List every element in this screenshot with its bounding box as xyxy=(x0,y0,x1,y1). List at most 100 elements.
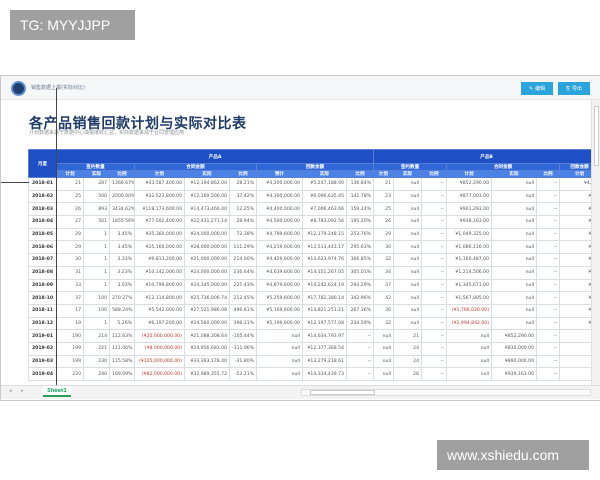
table-cell[interactable]: ¥12,114,800.00 xyxy=(134,291,185,305)
table-cell[interactable]: 5.26% xyxy=(109,316,135,331)
table-cell[interactable]: 1855.56% xyxy=(109,215,135,229)
table-cell[interactable]: ¥32,523,800.00 xyxy=(134,189,185,204)
table-cell[interactable]: -- xyxy=(345,354,375,369)
table-cell[interactable]: ¥91 xyxy=(559,303,591,318)
month-cell[interactable]: 2018-12 xyxy=(28,316,57,331)
table-cell[interactable]: 159.24% xyxy=(345,202,375,217)
table-cell[interactable]: 221 xyxy=(83,341,110,356)
table-cell[interactable]: null xyxy=(491,265,538,280)
table-cell[interactable]: null xyxy=(393,278,423,293)
table-cell[interactable]: ¥1,214,506.00 xyxy=(446,265,493,280)
table-cell[interactable]: (¥2,994,842.00) xyxy=(446,316,493,331)
table-cell[interactable]: ¥9,813,200.00 xyxy=(134,253,185,267)
table-cell[interactable]: ¥7,006,463.66 xyxy=(302,202,347,217)
table-cell[interactable]: 30 xyxy=(373,240,395,255)
table-cell[interactable]: null xyxy=(256,367,303,381)
table-cell[interactable]: 25 xyxy=(373,202,395,217)
table-cell[interactable]: 12.25% xyxy=(229,202,257,217)
next-sheet-icon[interactable]: ▸ xyxy=(21,388,24,394)
table-cell[interactable]: ¥5,169,600.00 xyxy=(256,303,303,318)
table-cell[interactable]: -- xyxy=(536,354,561,369)
table-cell[interactable]: -- xyxy=(421,341,448,356)
table-cell[interactable]: -- xyxy=(421,177,448,191)
table-cell[interactable]: ¥13,279,218.61 xyxy=(302,354,347,369)
table-cell[interactable]: ¥43,587,400.00 xyxy=(134,177,185,191)
table-cell[interactable]: ¥14,242,624.19 xyxy=(302,278,347,293)
export-button[interactable]: ⎘ 导出 xyxy=(558,82,590,95)
table-cell[interactable]: 3.03% xyxy=(109,278,135,293)
horizontal-scroll-thumb[interactable] xyxy=(310,390,375,395)
table-cell[interactable]: 3.45% xyxy=(109,240,135,255)
table-cell[interactable]: 236.64% xyxy=(229,265,257,280)
table-cell[interactable]: -- xyxy=(421,253,448,267)
table-cell[interactable]: 72.38% xyxy=(229,227,257,242)
table-cell[interactable]: 3434.62% xyxy=(109,202,135,217)
table-cell[interactable]: ¥14,473,466.40 xyxy=(184,202,230,217)
table-cell[interactable]: 136.84% xyxy=(345,177,375,191)
table-cell[interactable]: null xyxy=(491,240,538,255)
table-cell[interactable]: null xyxy=(393,227,423,242)
table-cell[interactable]: null xyxy=(491,215,538,229)
vertical-scrollbar[interactable] xyxy=(591,100,600,385)
table-cell[interactable]: ¥852,290.00 xyxy=(446,177,493,191)
month-cell[interactable]: 2018-02 xyxy=(28,189,57,204)
table-cell[interactable]: 26 xyxy=(373,215,395,229)
table-cell[interactable]: ¥4,400,000.00 xyxy=(256,202,303,217)
table-cell[interactable]: 230 xyxy=(83,354,110,369)
table-cell[interactable]: null xyxy=(491,303,538,318)
table-cell[interactable]: null xyxy=(491,278,538,293)
table-cell[interactable]: -- xyxy=(536,189,561,204)
table-cell[interactable]: 214 xyxy=(83,329,110,343)
table-cell[interactable]: ¥4,200,000.00 xyxy=(256,177,303,191)
table-cell[interactable]: ¥33,393,178.40 xyxy=(184,354,230,369)
table-cell[interactable] xyxy=(559,354,591,369)
table-cell[interactable]: 21 xyxy=(393,329,423,343)
table-cell[interactable]: -105.44% xyxy=(229,329,257,343)
table-cell[interactable]: ¥24,560,000.00 xyxy=(184,316,230,331)
table-cell[interactable]: null xyxy=(373,367,395,381)
table-cell[interactable]: null xyxy=(491,316,538,331)
table-cell[interactable]: -31.80% xyxy=(229,354,257,369)
table-cell[interactable]: ¥14,334,439.73 xyxy=(302,367,347,381)
table-cell[interactable]: -311.96% xyxy=(229,341,257,356)
table-cell[interactable]: ¥84 xyxy=(559,215,591,229)
table-cell[interactable]: ¥890,000.00 xyxy=(491,354,538,369)
table-cell[interactable]: ¥83 xyxy=(559,202,591,217)
table-cell[interactable]: ¥852,290.00 xyxy=(491,329,538,343)
month-cell[interactable]: 2019-03 xyxy=(28,354,57,369)
table-cell[interactable]: -- xyxy=(421,189,448,204)
table-cell[interactable]: 26 xyxy=(56,202,84,217)
table-cell[interactable]: ¥938,163.00 xyxy=(446,215,493,229)
month-cell[interactable]: 2019-02 xyxy=(28,341,57,356)
table-cell[interactable]: ¥92 xyxy=(559,316,591,331)
table-cell[interactable]: 1 xyxy=(83,227,110,242)
table-cell[interactable]: 3.23% xyxy=(109,265,135,280)
table-cell[interactable]: null xyxy=(491,189,538,204)
table-cell[interactable]: ¥21,000,000.00 xyxy=(184,253,230,267)
table-cell[interactable]: 496.61% xyxy=(229,303,257,318)
table-cell[interactable]: -- xyxy=(421,278,448,293)
table-cell[interactable]: 32 xyxy=(373,253,395,267)
table-cell[interactable]: ¥901,293.00 xyxy=(446,202,493,217)
table-cell[interactable]: -- xyxy=(536,177,561,191)
table-cell[interactable]: null xyxy=(446,354,493,369)
table-cell[interactable]: 37 xyxy=(56,291,84,305)
table-cell[interactable]: 3.33% xyxy=(109,253,135,267)
table-cell[interactable]: null xyxy=(393,202,423,217)
table-cell[interactable]: 1 xyxy=(83,265,110,280)
table-cell[interactable]: ¥13,623,974.76 xyxy=(302,253,347,267)
table-cell[interactable]: ¥88 xyxy=(559,253,591,267)
month-cell[interactable]: 2018-07 xyxy=(28,253,57,267)
table-cell[interactable]: 26 xyxy=(393,367,423,381)
table-cell[interactable]: 199 xyxy=(56,354,84,369)
table-cell[interactable]: 240 xyxy=(83,367,110,381)
table-cell[interactable]: 27 xyxy=(56,215,84,229)
table-cell[interactable]: null xyxy=(446,341,493,356)
table-cell[interactable]: -- xyxy=(536,341,561,356)
table-cell[interactable]: 30 xyxy=(56,253,84,267)
table-cell[interactable]: ¥5,199,600.00 xyxy=(256,316,303,331)
table-cell[interactable]: ¥25,160,000.00 xyxy=(134,240,185,255)
table-cell[interactable]: ¥17,782,380.14 xyxy=(302,291,347,305)
table-cell[interactable]: 893 xyxy=(83,202,110,217)
table-cell[interactable]: 29 xyxy=(56,240,84,255)
